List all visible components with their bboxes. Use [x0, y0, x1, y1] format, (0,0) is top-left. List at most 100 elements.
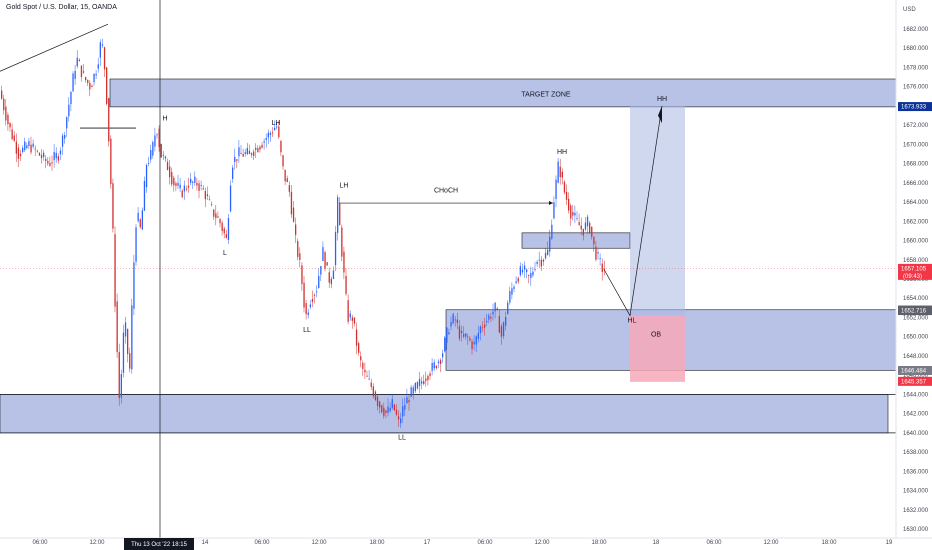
price-axis-tick: 1676.000 [903, 85, 929, 91]
time-axis-tick: 18:00 [821, 540, 837, 546]
candle-body [374, 391, 377, 401]
candle-body [343, 251, 345, 273]
candle-body [219, 219, 221, 224]
candle-body [292, 207, 295, 222]
candle-body [362, 362, 364, 369]
candle-body [297, 241, 299, 257]
candle-body [517, 278, 519, 282]
candle-body [488, 315, 490, 320]
candle-body [593, 236, 595, 245]
candle-body [450, 322, 452, 327]
price-axis-tick: 1678.000 [903, 65, 929, 71]
candle-body [444, 337, 446, 352]
candle-body [475, 336, 477, 345]
candle-body [305, 303, 307, 314]
price-axis-tick: 1682.000 [903, 27, 929, 33]
candle-body [183, 185, 185, 192]
candle-body [141, 210, 143, 230]
candle-body [208, 199, 211, 201]
candle-body [561, 171, 563, 178]
candle-body [479, 326, 482, 334]
candle-body [576, 217, 578, 219]
candle-body [7, 114, 9, 125]
candle-body [406, 397, 408, 404]
candle-body [236, 159, 238, 161]
price-axis-tick: 1652.000 [903, 315, 929, 321]
candle-body [194, 176, 196, 183]
candle-body [326, 262, 328, 266]
price-tag-value: 1673.933 [901, 105, 927, 111]
annotation-lh: LH [272, 120, 281, 127]
candle-body [586, 216, 589, 227]
candle-body [122, 332, 125, 373]
candle-body [213, 209, 215, 217]
time-axis-tick: 12:00 [89, 540, 105, 546]
candle-body [582, 228, 584, 236]
annotation-l: L [223, 250, 227, 257]
time-axis-tick: 06:00 [32, 540, 48, 546]
candle-body [101, 44, 104, 46]
candle-body [507, 302, 509, 315]
candle-body [496, 308, 498, 310]
candle-body [381, 405, 383, 413]
candle-body [127, 329, 129, 355]
candle-body [156, 134, 158, 136]
candle-body [395, 409, 398, 415]
candle-body [106, 67, 108, 104]
price-axis-unit: USD [903, 7, 916, 13]
candle-body [190, 178, 192, 183]
annotation-ob: OB [651, 332, 661, 339]
candle-body [116, 301, 118, 353]
candle-body [324, 252, 326, 269]
candle-body [148, 163, 150, 164]
candle-body [95, 74, 97, 76]
projection-arrowhead [658, 105, 662, 124]
candle-body [339, 203, 341, 226]
candle-body [192, 181, 194, 183]
price-tag [898, 366, 932, 375]
price-axis-tick: 1638.000 [903, 450, 929, 456]
candle-body [521, 269, 524, 273]
candle-body [267, 132, 269, 138]
candle-body [53, 151, 55, 161]
candle-body [532, 271, 534, 276]
candle-body [486, 320, 488, 323]
annotation-h: H [162, 115, 167, 122]
candle-body [364, 369, 366, 373]
candle-body [433, 362, 435, 369]
candle-body [309, 304, 311, 308]
candle-body [59, 150, 62, 155]
candle-body [345, 275, 347, 294]
annotation-target-zone: TARGET ZONE [521, 91, 570, 98]
candle-body [34, 148, 36, 150]
candle-body [22, 147, 24, 153]
candle-body [32, 143, 34, 147]
candle-body [9, 122, 11, 128]
candle-body [295, 224, 297, 235]
candle-body [463, 334, 465, 337]
candle-body [120, 373, 122, 398]
candle-body [68, 104, 70, 117]
price-axis-tick: 1636.000 [903, 469, 929, 475]
candle-body [448, 332, 450, 335]
candle-body [13, 135, 15, 141]
candle-body [431, 363, 433, 371]
candle-body [334, 231, 337, 266]
candle-body [124, 322, 127, 337]
time-axis-tick: 19 [886, 540, 893, 546]
candle-body [473, 341, 475, 345]
price-axis-tick: 1658.000 [903, 258, 929, 264]
time-axis-tick: 18:00 [591, 540, 607, 546]
candle-body [3, 98, 5, 111]
candle-body [511, 288, 513, 295]
candle-body [574, 212, 576, 216]
candle-body [238, 147, 240, 157]
candle-body [137, 212, 139, 222]
candle-body [38, 152, 41, 156]
candle-body [456, 319, 458, 323]
price-axis-tick: 1650.000 [903, 335, 929, 341]
candle-body [557, 161, 559, 183]
candle-body [414, 382, 416, 392]
candle-body [601, 263, 603, 272]
